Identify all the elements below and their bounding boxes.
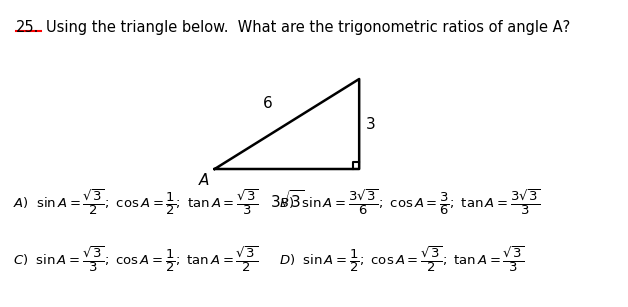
Text: 6: 6 [263, 96, 273, 111]
Text: $\mathit{B)}$  $\sin A = \dfrac{3\sqrt{3}}{6}$$;\ \cos A = \dfrac{3}{6}$$;\ \tan: $\mathit{B)}$ $\sin A = \dfrac{3\sqrt{3}… [279, 187, 540, 217]
Text: Using the triangle below.  What are the trigonometric ratios of angle A?: Using the triangle below. What are the t… [46, 20, 570, 35]
Text: $\mathit{D)}$  $\sin A = \dfrac{1}{2}$$;\ \cos A = \dfrac{\sqrt{3}}{2}$$;\ \tan : $\mathit{D)}$ $\sin A = \dfrac{1}{2}$$;\… [279, 244, 524, 274]
Text: $\mathit{A)}$  $\sin A = \dfrac{\sqrt{3}}{2}$$;\ \cos A = \dfrac{1}{2}$$;\ \tan : $\mathit{A)}$ $\sin A = \dfrac{\sqrt{3}}… [13, 187, 259, 217]
Text: 25.: 25. [16, 20, 39, 35]
Text: 3: 3 [366, 116, 376, 131]
Text: $3\sqrt{3}$: $3\sqrt{3}$ [269, 189, 304, 211]
Text: A: A [199, 173, 209, 188]
Text: $\mathit{C)}$  $\sin A = \dfrac{\sqrt{3}}{3}$$;\ \cos A = \dfrac{1}{2}$$;\ \tan : $\mathit{C)}$ $\sin A = \dfrac{\sqrt{3}}… [13, 244, 258, 274]
